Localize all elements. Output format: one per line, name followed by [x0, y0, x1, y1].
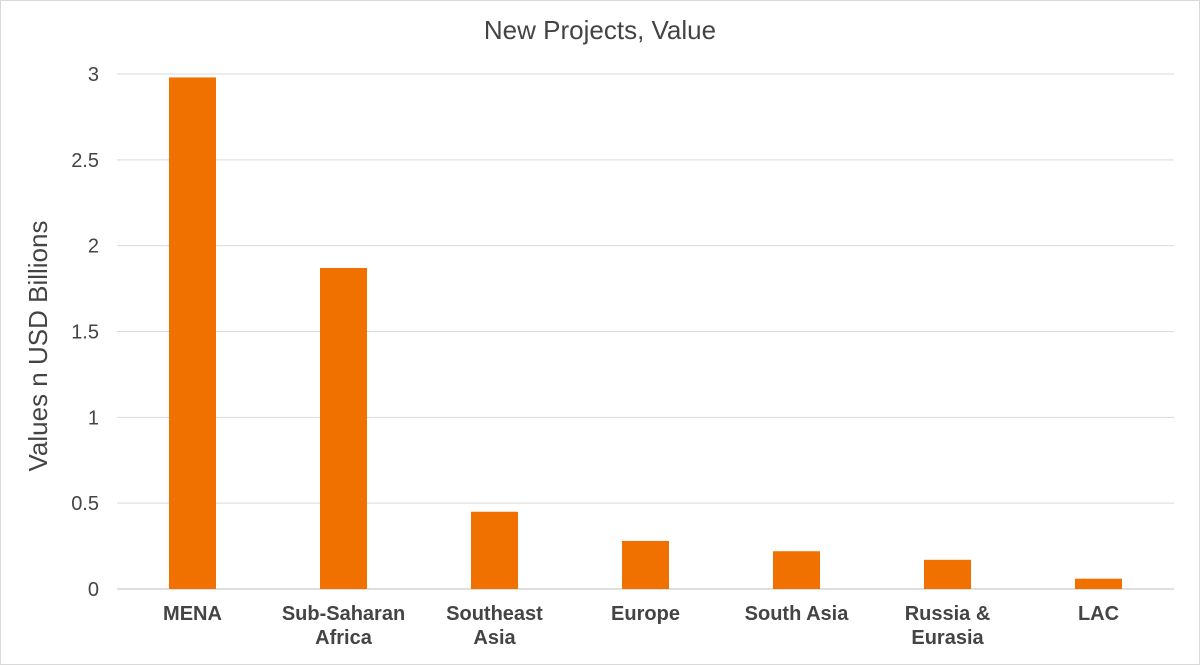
y-tick-labels: 0 0.5 1 1.5 2 2.5 3 — [71, 64, 99, 601]
chart-title: New Projects, Value — [484, 15, 716, 45]
bars — [169, 77, 1122, 589]
x-tick-label-line: South Asia — [745, 603, 850, 625]
y-tick-label: 1 — [88, 407, 99, 429]
x-tick-label: Russia & Eurasia — [905, 603, 991, 649]
bar — [773, 551, 820, 589]
bar — [320, 267, 367, 589]
x-tick-label-line: Eurasia — [911, 627, 984, 649]
bar — [169, 77, 216, 589]
bar — [924, 559, 971, 589]
y-tick-label: 0.5 — [71, 493, 99, 515]
x-tick-label: South Asia — [745, 603, 850, 625]
x-tick-label-line: LAC — [1078, 603, 1119, 625]
bar — [471, 511, 518, 589]
x-tick-label-line: Asia — [473, 627, 516, 649]
x-tick-label: Southeast Asia — [446, 603, 543, 649]
y-tick-label: 3 — [88, 64, 99, 86]
gridlines — [117, 73, 1174, 590]
x-tick-label: Sub-Saharan Africa — [282, 603, 405, 649]
x-tick-label-line: Africa — [315, 627, 373, 649]
y-tick-label: 0 — [88, 579, 99, 601]
x-tick-label-line: MENA — [163, 603, 222, 625]
x-tick-label-line: Europe — [611, 603, 680, 625]
y-axis-label: Values n USD Billions — [23, 221, 53, 472]
x-tick-label: MENA — [163, 603, 222, 625]
x-tick-label-line: Southeast — [446, 603, 543, 625]
y-tick-label: 1.5 — [71, 322, 99, 344]
bar — [622, 540, 669, 589]
x-tick-label-line: Russia & — [905, 603, 991, 625]
bar — [1075, 578, 1122, 589]
x-tick-labels: MENA Sub-Saharan Africa Southeast Asia Europe… — [163, 603, 1119, 649]
y-tick-label: 2 — [88, 236, 99, 258]
y-tick-label: 2.5 — [71, 150, 99, 172]
x-tick-label: Europe — [611, 603, 680, 625]
x-tick-label: LAC — [1078, 603, 1119, 625]
x-tick-label-line: Sub-Saharan — [282, 603, 405, 625]
